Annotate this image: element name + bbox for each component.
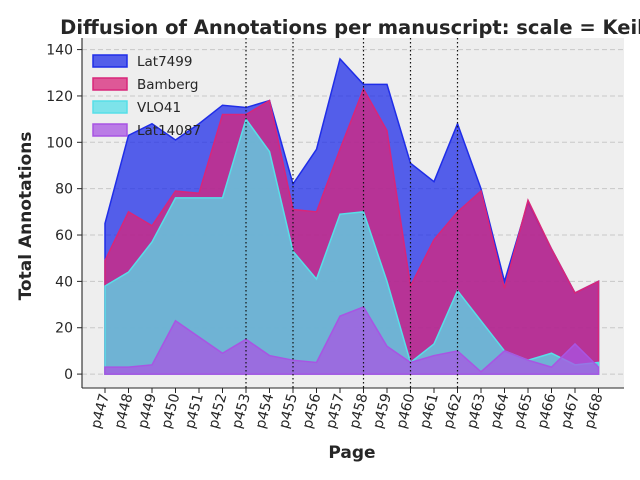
- legend-swatch-lat7499: [92, 54, 128, 68]
- y-tick-label: 80: [55, 182, 73, 198]
- x-tick-label: p460: [394, 392, 419, 431]
- y-tick-label: 120: [46, 89, 73, 105]
- y-tick-label: 40: [55, 274, 73, 290]
- legend-label-bamberg: Bamberg: [137, 77, 198, 93]
- y-tick-label: 60: [55, 228, 73, 244]
- x-tick-label: p468: [582, 392, 607, 431]
- legend-label-lat7499: Lat7499: [137, 54, 192, 70]
- y-tick-label: 20: [55, 321, 73, 337]
- x-tick-label: p448: [112, 392, 137, 431]
- x-tick-label: p457: [323, 392, 348, 431]
- x-tick-label: p465: [511, 392, 536, 431]
- x-tick-label: p455: [276, 392, 301, 431]
- legend-swatch-lat14087: [92, 123, 128, 137]
- y-tick-label: 140: [46, 43, 73, 59]
- y-tick-label: 0: [64, 367, 73, 383]
- x-tick-label: p466: [535, 392, 560, 431]
- x-tick-label: p462: [441, 392, 466, 431]
- series-areas: [104, 57, 600, 375]
- legend-label-vlo41: VLO41: [137, 100, 181, 116]
- x-tick-label: p447: [88, 392, 113, 431]
- legend-swatch-vlo41: [92, 100, 128, 114]
- y-tick-label: 100: [46, 135, 73, 151]
- chart-title: Diffusion of Annotations per manuscript:…: [60, 16, 640, 39]
- x-tick-label: p461: [417, 392, 442, 431]
- x-tick-label: p464: [488, 392, 513, 431]
- x-tick-label: p456: [300, 392, 325, 431]
- x-tick-label: p453: [229, 392, 254, 431]
- legend-swatch-bamberg: [92, 77, 128, 91]
- x-tick-label: p454: [253, 392, 278, 431]
- legend-label-lat14087: Lat14087: [137, 123, 201, 139]
- x-tick-label: p452: [206, 392, 231, 431]
- legend: Lat7499 Bamberg VLO41 Lat14087: [92, 54, 201, 139]
- x-tick-label: p458: [347, 392, 372, 431]
- x-tick-label: p451: [182, 392, 207, 431]
- x-tick-label: p467: [558, 392, 583, 431]
- x-tick-label: p450: [159, 392, 184, 431]
- x-axis-title: Page: [328, 443, 375, 463]
- x-tick-label: p449: [135, 392, 160, 431]
- y-axis-title: Total Annotations: [16, 132, 36, 301]
- x-tick-label: p459: [370, 392, 395, 431]
- series-area-vlo41: [104, 117, 600, 375]
- x-tick-label: p463: [464, 392, 489, 431]
